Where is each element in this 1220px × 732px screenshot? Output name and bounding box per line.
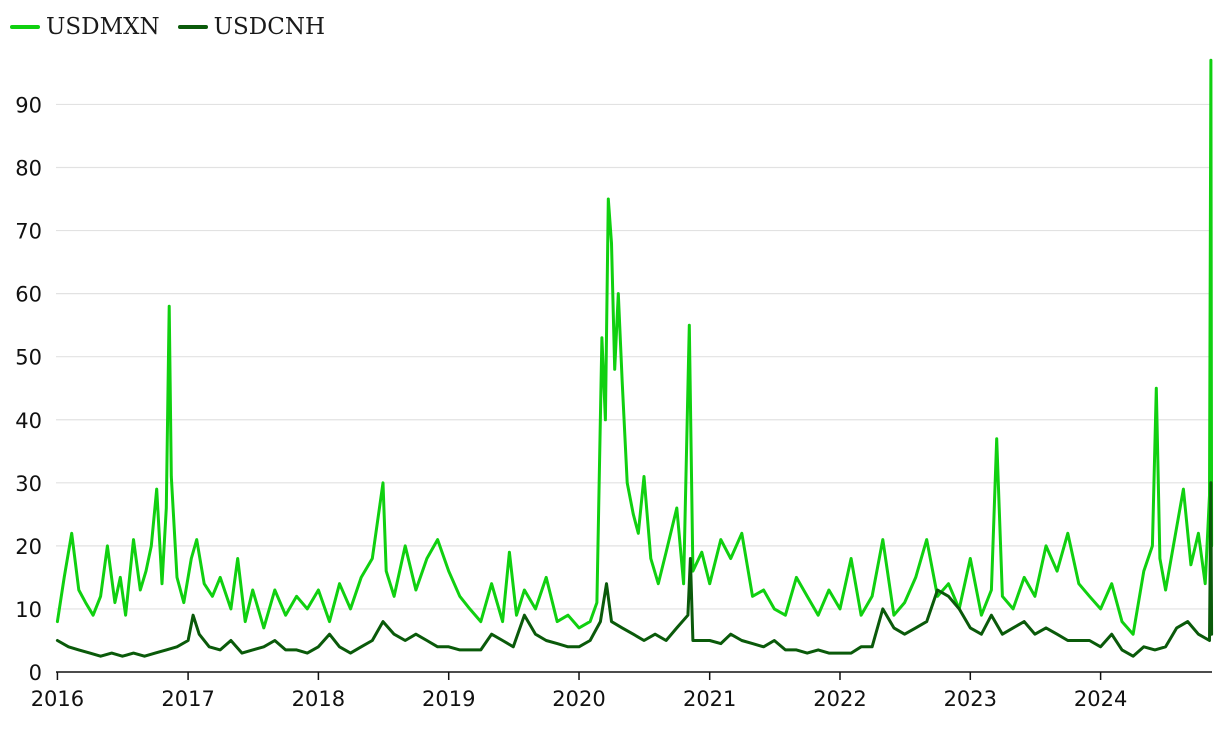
legend-swatch-usdmxn bbox=[10, 25, 40, 29]
series-line-usdmxn bbox=[55, 58, 1214, 636]
legend-item-usdmxn[interactable]: USDMXN bbox=[10, 14, 160, 40]
y-tick-label: 80 bbox=[15, 157, 42, 181]
x-tick-label: 2016 bbox=[31, 687, 84, 711]
x-tick-label: 2023 bbox=[944, 687, 997, 711]
y-tick-label: 90 bbox=[15, 93, 42, 117]
x-tick-label: 2022 bbox=[813, 687, 866, 711]
x-tick-label: 2021 bbox=[683, 687, 736, 711]
legend-item-usdcnh[interactable]: USDCNH bbox=[177, 14, 326, 40]
x-tick-label: 2020 bbox=[552, 687, 605, 711]
y-tick-label: 70 bbox=[15, 220, 42, 244]
series-lines bbox=[55, 58, 1214, 658]
series-line-usdcnh bbox=[55, 481, 1214, 658]
y-tick-label: 50 bbox=[15, 346, 42, 370]
legend-label-usdcnh: USDCNH bbox=[213, 14, 326, 40]
chart-legend: USDMXN USDCNH bbox=[10, 14, 343, 40]
axes: 0 10 20 30 40 50 60 70 80 90 2016 2017 2018 2019 2020 2… bbox=[15, 93, 1212, 711]
x-tick-label: 2017 bbox=[161, 687, 214, 711]
grid-lines bbox=[56, 103, 1212, 610]
x-tick-label: 2019 bbox=[422, 687, 475, 711]
x-tick-label: 2018 bbox=[292, 687, 345, 711]
y-tick-label: 40 bbox=[15, 409, 42, 433]
y-tick-label: 60 bbox=[15, 283, 42, 307]
legend-label-usdmxn: USDMXN bbox=[46, 14, 160, 40]
y-tick-label: 10 bbox=[15, 598, 42, 622]
y-tick-label: 30 bbox=[15, 472, 42, 496]
legend-swatch-usdcnh bbox=[177, 25, 208, 29]
y-tick-label: 0 bbox=[29, 661, 42, 685]
y-tick-label: 20 bbox=[15, 535, 42, 559]
x-tick-label: 2024 bbox=[1074, 687, 1127, 711]
